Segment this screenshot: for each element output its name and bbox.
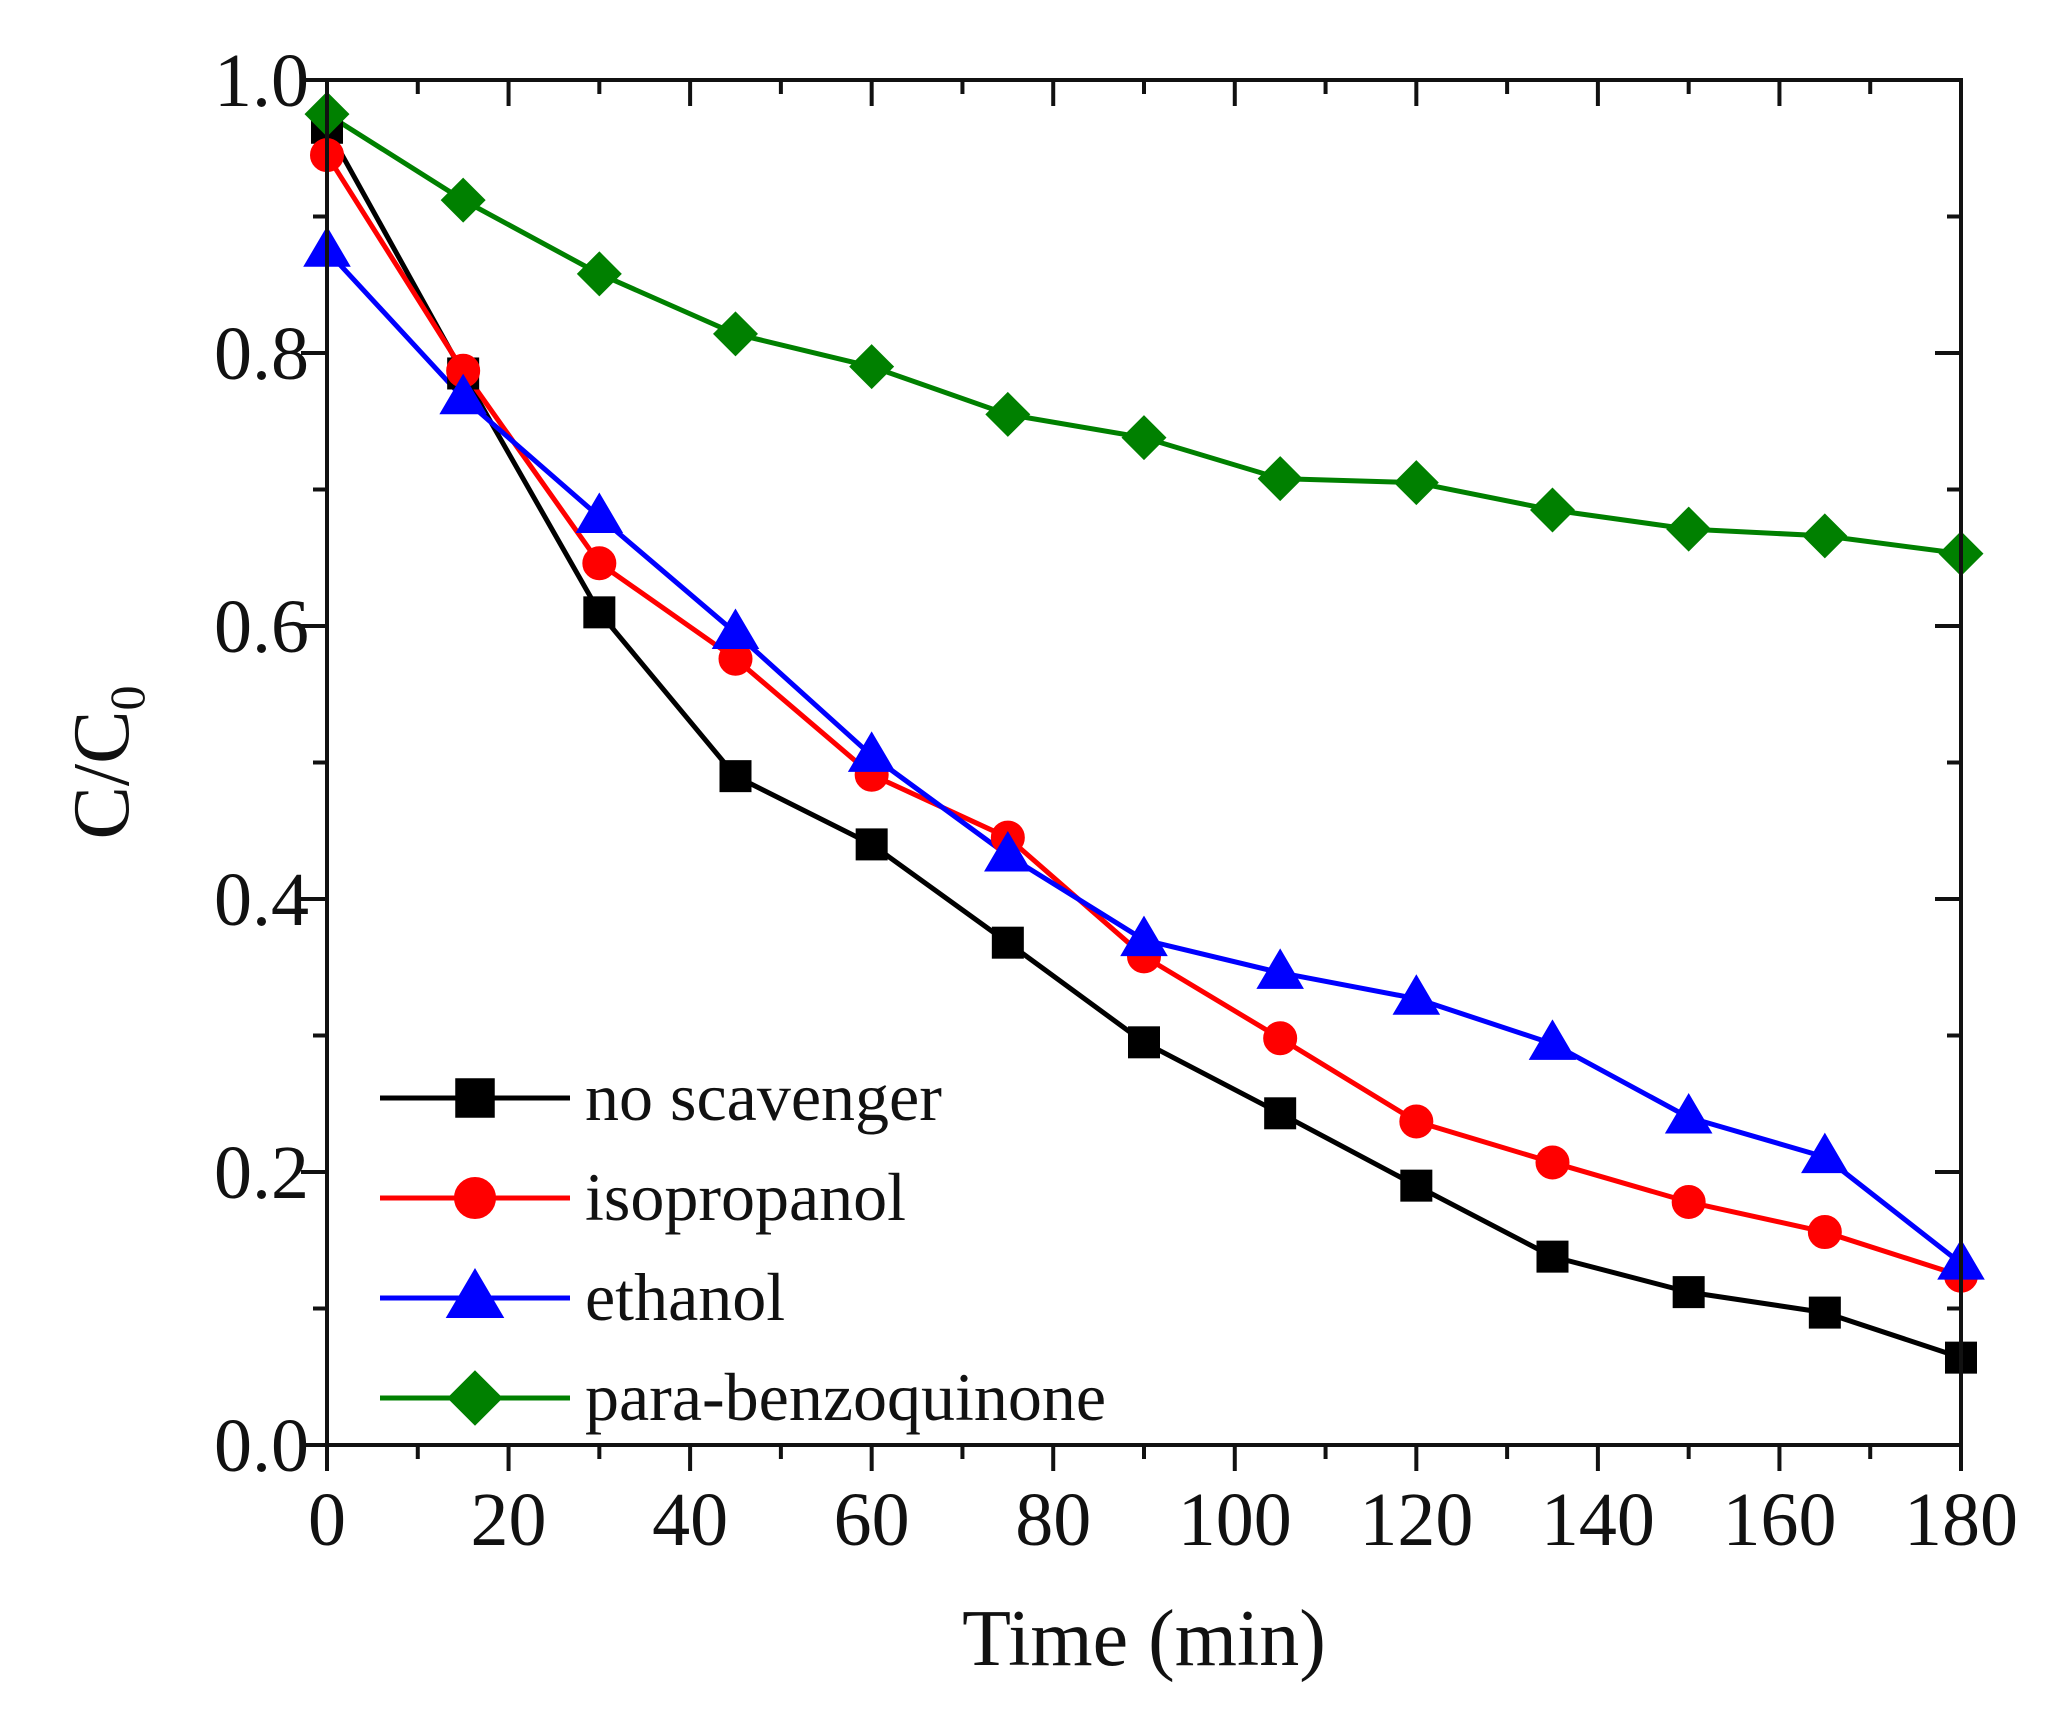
x-tick-label: 60 [834, 1478, 910, 1562]
legend-label: no scavenger [585, 1059, 942, 1135]
legend-item-para-benzoquinone: para-benzoquinone [380, 1359, 1106, 1435]
data-point-para-benzoquinone [1393, 460, 1439, 506]
y-tick-label: 0.4 [214, 858, 309, 942]
data-point-para-benzoquinone [1666, 506, 1712, 552]
data-point-isopropanol [1535, 1145, 1570, 1180]
legend: no scavenger isopropanol ethanol para-benzo… [380, 1059, 1106, 1435]
plot-frame [325, 78, 1963, 1447]
data-point-no-scavenger [1400, 1169, 1433, 1202]
data-point-no-scavenger [1672, 1276, 1705, 1309]
x-tick-label: 140 [1541, 1478, 1655, 1562]
series-line-ethanol [325, 248, 1963, 1266]
y-tick-label: 1.0 [214, 39, 309, 123]
legend-marker [454, 1177, 496, 1219]
series-line-isopropanol [324, 153, 1962, 1279]
data-point-ethanol [439, 373, 487, 415]
x-tick-labels: 0 20 40 60 80 100 120 140 160 180 [308, 1478, 2018, 1562]
data-point-ethanol [1664, 1093, 1713, 1134]
x-tick-label: 180 [1904, 1478, 2018, 1562]
data-point-ethanol [1120, 915, 1168, 957]
legend-item-ethanol: ethanol [380, 1259, 785, 1335]
x-tick-label: 120 [1359, 1478, 1473, 1562]
data-point-para-benzoquinone [713, 311, 758, 357]
data-point-para-benzoquinone [1257, 456, 1303, 502]
data-point-no-scavenger [991, 926, 1024, 959]
x-tick-label: 160 [1722, 1478, 1836, 1562]
plot-lines [324, 112, 1963, 1361]
data-point-isopropanol [1399, 1104, 1434, 1139]
data-point-no-scavenger [1808, 1296, 1841, 1329]
axis-ticks [301, 78, 1963, 1471]
series-line-para-benzoquinone [325, 112, 1962, 557]
data-point-ethanol [711, 608, 760, 649]
y-tick-label: 0.8 [214, 312, 309, 396]
data-point-no-scavenger [1264, 1097, 1297, 1130]
data-point-ethanol [847, 731, 896, 772]
legend-label: isopropanol [585, 1159, 906, 1235]
data-point-isopropanol [1263, 1021, 1298, 1056]
x-tick-label: 40 [652, 1478, 728, 1562]
data-point-ethanol [1801, 1132, 1849, 1174]
data-point-ethanol [1256, 948, 1304, 989]
plot-markers [303, 91, 1985, 1374]
legend-marker [447, 1370, 503, 1426]
y-tick-label: 0.0 [214, 1404, 309, 1488]
data-point-para-benzoquinone [1530, 487, 1575, 533]
data-point-ethanol [984, 830, 1032, 872]
data-point-ethanol [575, 492, 624, 533]
data-point-ethanol [1392, 974, 1441, 1015]
data-point-para-benzoquinone [576, 251, 622, 297]
y-tick-label: 0.6 [214, 585, 309, 669]
data-point-para-benzoquinone [985, 391, 1031, 437]
y-axis-label: C/C0 [58, 686, 155, 840]
legend-item-no-scavenger: no scavenger [380, 1059, 942, 1135]
x-tick-label: 80 [1015, 1478, 1091, 1562]
data-point-para-benzoquinone [849, 344, 895, 390]
data-point-isopropanol [1807, 1215, 1842, 1250]
legend-marker [455, 1078, 495, 1118]
series-line-no-scavenger [324, 126, 1962, 1361]
data-point-no-scavenger [1128, 1026, 1160, 1059]
legend-item-isopropanol: isopropanol [380, 1159, 906, 1235]
y-tick-label: 0.2 [214, 1131, 309, 1215]
data-point-no-scavenger [1536, 1240, 1569, 1273]
data-point-para-benzoquinone [440, 177, 486, 223]
data-point-no-scavenger [583, 596, 616, 629]
x-axis-label: Time (min) [962, 1595, 1326, 1683]
legend-label: ethanol [585, 1259, 785, 1335]
y-axis-label-subscript: 0 [99, 686, 155, 711]
data-point-isopropanol [1671, 1185, 1706, 1220]
x-tick-label: 100 [1178, 1478, 1292, 1562]
data-point-para-benzoquinone [1121, 415, 1167, 461]
y-axis-label-main: C/C [58, 711, 146, 840]
legend-marker [445, 1268, 505, 1318]
data-point-para-benzoquinone [1802, 513, 1848, 559]
y-tick-labels: 0.0 0.2 0.4 0.6 0.8 1.0 [214, 39, 309, 1488]
data-point-no-scavenger [855, 828, 888, 861]
x-tick-label: 20 [471, 1478, 547, 1562]
legend-label: para-benzoquinone [585, 1359, 1106, 1435]
data-point-no-scavenger [719, 760, 752, 793]
data-point-isopropanol [582, 546, 617, 581]
data-point-ethanol [1528, 1019, 1577, 1060]
x-tick-label: 0 [308, 1478, 346, 1562]
